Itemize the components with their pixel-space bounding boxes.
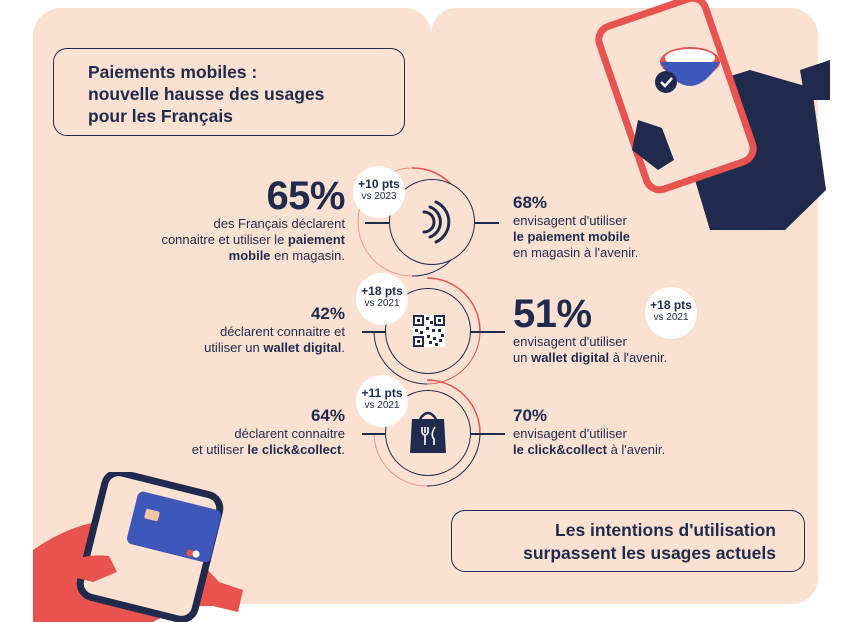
stat-click-collect-usage: 64% déclarent connaitre et utiliser le c… [145, 406, 345, 458]
stat-value: 64% [310, 406, 345, 425]
stat-value: 70% [513, 406, 548, 425]
delta-badge: +18 pts vs 2021 [356, 273, 408, 325]
contactless-icon [422, 200, 451, 244]
stat-click-collect-intent: 70% envisagent d'utiliser le click&colle… [513, 406, 713, 458]
connector-line [475, 222, 499, 224]
delta-badge: +10 pts vs 2023 [353, 166, 405, 218]
stat-mobile-payment-usage: 65% des Français déclarent connaitre et … [125, 176, 345, 264]
stat-mobile-payment-intent: 68% envisagent d'utiliser le paiement mo… [513, 193, 713, 261]
conclusion-line-1: Les intentions d'utilisation [555, 520, 776, 540]
stat-wallet-usage: 42% déclarent connaitre et utiliser un w… [145, 304, 345, 356]
phone-hand-top-illustration [595, 0, 830, 230]
delta-badge: +11 pts vs 2021 [356, 375, 408, 427]
headline-line-2: nouvelle hausse des usages [88, 84, 325, 104]
conclusion-box: Les intentions d'utilisation surpassent … [451, 510, 805, 572]
headline-line-1: Paiements mobiles : [88, 62, 258, 82]
headline-line-3: pour les Français [88, 106, 233, 126]
connector-line [362, 331, 388, 333]
stat-value: 51% [513, 292, 592, 336]
stat-value: 68% [513, 193, 548, 212]
connector-line [365, 222, 389, 224]
delta-badge: +18 pts vs 2021 [645, 287, 697, 339]
stat-value: 42% [310, 304, 345, 323]
takeaway-bag-icon [410, 411, 446, 453]
headline-box: Paiements mobiles : nouvelle hausse des … [53, 48, 405, 136]
qr-code-icon [413, 315, 445, 347]
stat-wallet-intent: 51% envisagent d'utiliser un wallet digi… [513, 294, 713, 366]
connector-line [362, 433, 388, 435]
connector-line [469, 331, 505, 333]
stat-value: 65% [266, 174, 345, 218]
phone-hand-bottom-illustration [33, 472, 243, 622]
conclusion-line-2: surpassent les usages actuels [523, 543, 776, 563]
connector-line [469, 433, 505, 435]
